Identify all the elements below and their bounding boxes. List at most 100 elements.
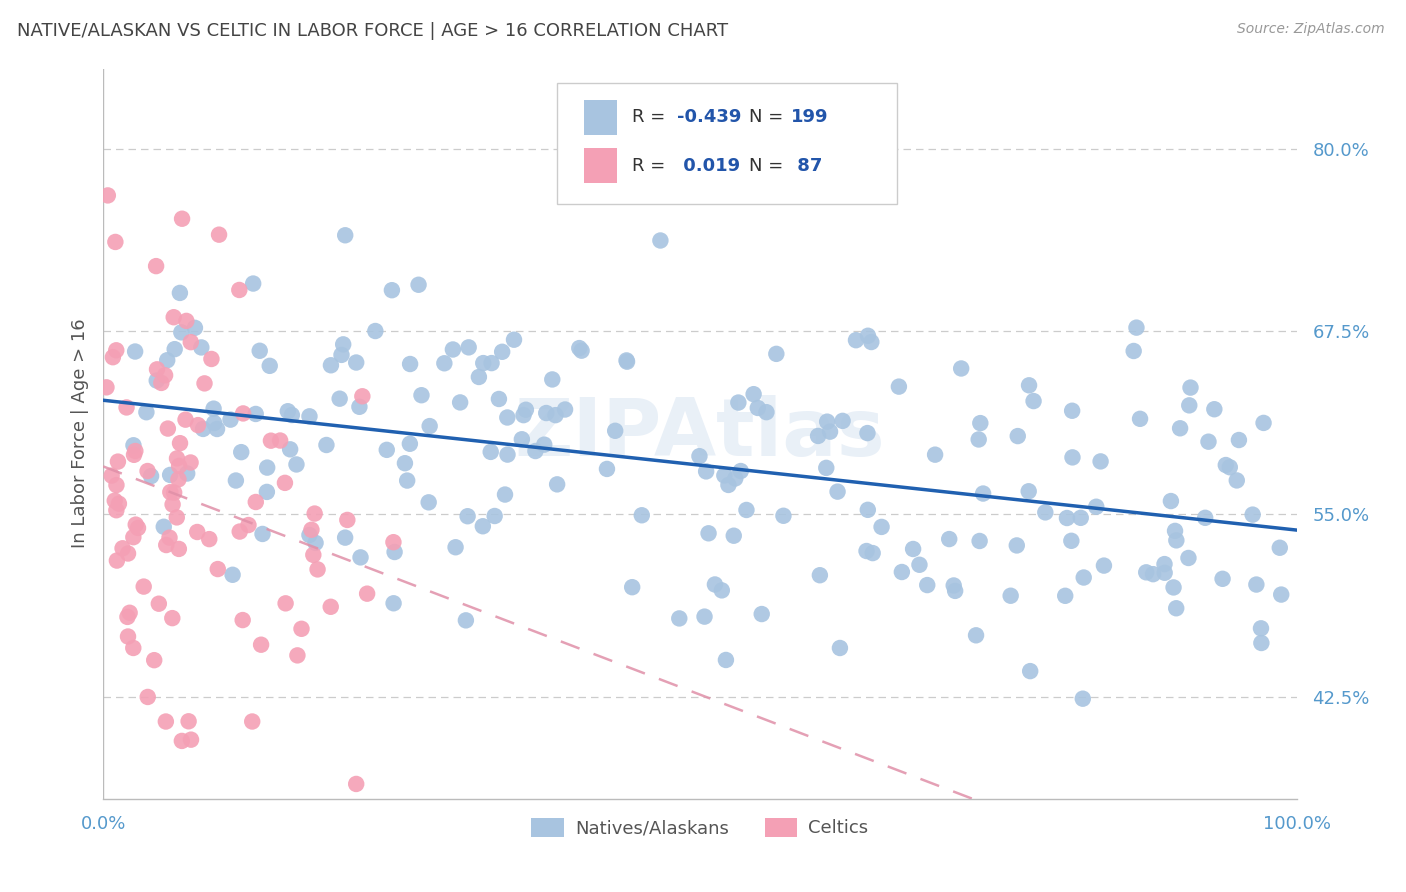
Point [915,578,938,592]
Point [479,445,502,459]
Point [124,444,146,458]
Point [193,376,215,391]
Point [105,503,128,517]
Point [166,451,188,466]
Point [242,277,264,291]
Point [496,448,519,462]
Point [221,567,243,582]
Point [605,424,627,438]
Point [1250,621,1272,635]
Point [568,341,591,355]
Point [503,333,526,347]
Point [180,455,202,469]
Point [484,508,506,523]
Point [724,471,747,485]
Point [668,611,690,625]
Point [494,487,516,501]
Point [344,777,367,791]
Point [862,546,884,560]
Text: ZIPAtlas: ZIPAtlas [515,394,886,473]
Point [145,259,167,273]
Point [304,507,326,521]
Point [245,495,267,509]
Point [285,458,308,472]
Point [167,472,190,486]
Point [693,609,716,624]
Point [1194,511,1216,525]
Point [269,434,291,448]
Point [274,596,297,610]
Point [111,541,134,556]
Point [710,583,733,598]
Point [544,408,567,422]
Point [650,234,672,248]
Point [118,606,141,620]
Point [136,464,159,478]
Point [319,358,342,372]
Point [127,521,149,535]
Point [1073,570,1095,584]
Point [287,648,309,663]
Point [170,734,193,748]
Point [411,388,433,402]
Point [105,553,128,567]
Point [96,380,118,394]
Point [159,467,181,482]
Point [772,508,794,523]
Point [972,486,994,500]
Point [252,527,274,541]
Point [162,498,184,512]
Point [1198,434,1220,449]
Point [1160,494,1182,508]
Point [384,545,406,559]
Point [1071,691,1094,706]
Point [298,528,321,542]
Point [471,519,494,533]
Point [1204,402,1226,417]
Legend: Natives/Alaskans, Celtics: Natives/Alaskans, Celtics [524,811,876,845]
Text: R =: R = [631,109,671,127]
Text: -0.439: -0.439 [678,109,741,127]
Point [969,416,991,430]
Point [231,445,253,459]
Point [198,532,221,546]
Point [515,402,537,417]
Point [536,406,558,420]
Point [807,429,830,443]
Point [815,461,838,475]
Point [208,227,231,242]
Point [938,532,960,546]
Point [136,690,159,704]
Point [394,456,416,470]
Point [399,437,422,451]
Point [301,523,323,537]
Point [630,508,652,523]
Point [180,732,202,747]
Point [117,547,139,561]
Point [856,426,879,441]
Point [256,460,278,475]
Point [152,520,174,534]
Point [100,468,122,483]
Point [143,653,166,667]
Point [335,228,357,243]
Point [336,513,359,527]
Point [1005,538,1028,552]
Point [468,370,491,384]
Point [250,638,273,652]
Point [1022,394,1045,409]
Point [1268,541,1291,555]
Point [481,356,503,370]
Point [890,565,912,579]
Point [454,613,477,627]
Point [245,407,267,421]
Point [382,535,405,549]
Point [108,497,131,511]
Point [596,462,619,476]
Point [1056,511,1078,525]
Point [205,422,228,436]
Point [554,402,576,417]
Point [256,484,278,499]
Point [232,406,254,420]
Point [332,337,354,351]
